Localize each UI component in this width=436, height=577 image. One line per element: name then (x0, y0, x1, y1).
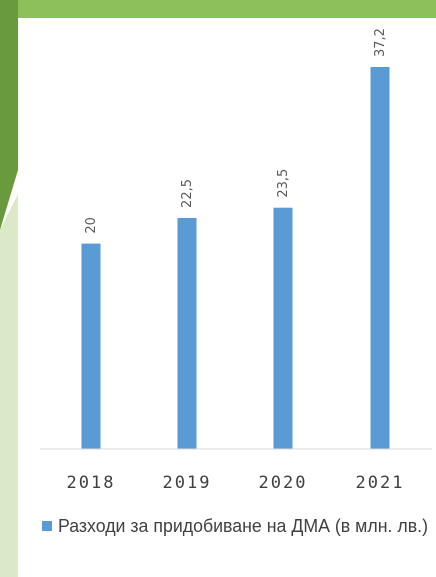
legend-swatch (42, 521, 52, 531)
bar-2019 (177, 218, 197, 449)
legend: Разходи за придобиване на ДМА (в млн. лв… (42, 516, 428, 536)
bar-2021 (370, 67, 390, 449)
x-tick-labels: 2018 2019 2020 2021 (67, 473, 405, 493)
green-top-band (0, 0, 436, 18)
value-label-2018: 20 (84, 217, 99, 234)
value-label-2021: 37,2 (373, 28, 388, 57)
tick-label-2018: 2018 (67, 473, 116, 493)
green-left-band (0, 0, 18, 230)
tick-label-2020: 2020 (259, 473, 308, 493)
value-label-2019: 22,5 (180, 179, 195, 208)
bar-2020 (273, 207, 293, 449)
value-labels-layer: 20 22,5 23,5 37,2 (84, 28, 388, 234)
tick-label-2021: 2021 (356, 473, 405, 493)
value-label-2020: 23,5 (276, 169, 291, 198)
tick-label-2019: 2019 (163, 473, 212, 493)
bar-2018 (81, 243, 101, 449)
legend-entry: Разходи за придобиване на ДМА (в млн. лв… (58, 516, 428, 536)
bars-layer (81, 67, 390, 449)
